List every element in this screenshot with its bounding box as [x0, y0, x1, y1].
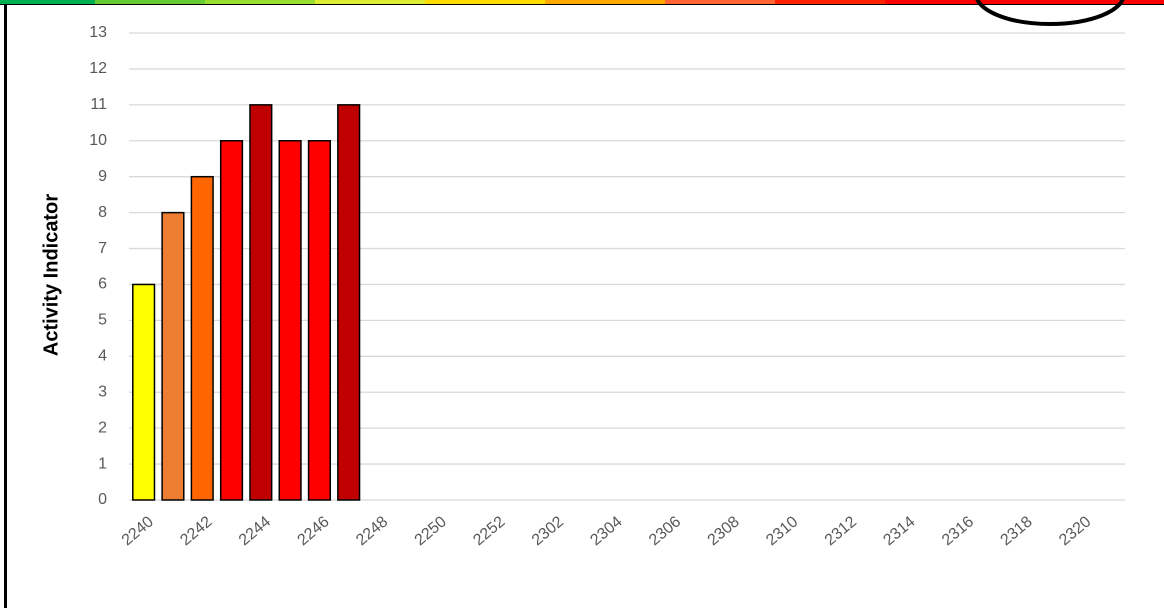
bar — [337, 104, 361, 501]
y-tick-label: 1 — [98, 455, 107, 472]
y-tick-label: 8 — [98, 204, 107, 221]
y-tick-label: 2 — [98, 419, 107, 436]
y-tick-label: 9 — [98, 168, 107, 185]
y-tick-label: 7 — [98, 240, 107, 257]
x-tick-label: 2314 — [880, 513, 918, 549]
y-tick-label: 0 — [98, 491, 107, 508]
x-tick-label: 2318 — [998, 513, 1036, 549]
highlight-oval — [975, 0, 1125, 26]
x-tick-label: 2244 — [236, 513, 274, 549]
y-tick-label: 6 — [98, 276, 107, 293]
y-tick-label: 12 — [89, 60, 107, 77]
x-tick-label: 2304 — [587, 513, 625, 549]
bar — [307, 140, 332, 501]
x-tick-label: 2310 — [763, 513, 801, 549]
bar — [278, 140, 302, 501]
x-tick-label: 2250 — [412, 513, 450, 549]
bar — [249, 104, 273, 501]
bar — [219, 140, 244, 501]
x-tick-label: 2312 — [822, 513, 860, 549]
x-tick-label: 2248 — [353, 513, 391, 549]
y-tick-label: 4 — [98, 348, 107, 365]
y-tick-label: 5 — [98, 312, 107, 329]
y-tick-label: 10 — [89, 132, 107, 149]
y-tick-label: 13 — [89, 24, 107, 41]
x-tick-label: 2252 — [470, 513, 508, 549]
x-tick-label: 2320 — [1056, 513, 1094, 549]
x-tick-label: 2242 — [177, 513, 215, 549]
x-tick-label: 2308 — [705, 513, 743, 549]
left-border — [4, 4, 7, 608]
x-tick-label: 2302 — [529, 513, 567, 549]
y-tick-label: 3 — [98, 383, 107, 400]
x-tick-label: 2306 — [646, 513, 684, 549]
x-tick-label: 2240 — [119, 513, 157, 549]
y-axis-label: Activity Indicator — [40, 194, 62, 356]
y-tick-label: 11 — [90, 96, 107, 113]
x-tick-label: 2316 — [939, 513, 977, 549]
x-tick-label: 2246 — [295, 513, 333, 549]
bar — [132, 283, 156, 501]
bar — [161, 211, 185, 501]
top-strip — [0, 0, 1164, 5]
bar — [190, 175, 214, 501]
